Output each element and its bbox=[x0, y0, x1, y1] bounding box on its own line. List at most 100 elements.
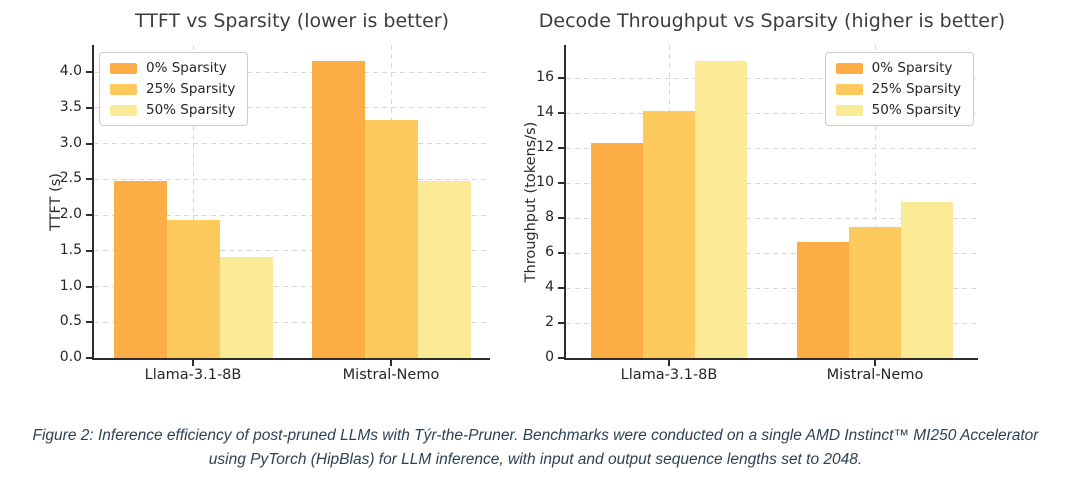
legend-swatch-50-sparsity bbox=[835, 104, 863, 116]
x-tick-mark bbox=[668, 360, 670, 366]
legend-item: 50% Sparsity bbox=[110, 102, 235, 118]
x-tick-mark bbox=[192, 360, 194, 366]
y-tick-mark bbox=[558, 182, 564, 185]
legend-item: 0% Sparsity bbox=[835, 60, 961, 76]
y-tick-label: 10 bbox=[536, 174, 554, 191]
legend-label: 25% Sparsity bbox=[146, 81, 236, 97]
ttft-chart: 0.0 0.5 1.0 1.5 2.0 2.5 3.0 3.5 4.0 Llama-3.1-8B M… bbox=[48, 10, 490, 383]
x-tick-label-llama-3-1-8b: Llama-3.1-8B bbox=[144, 367, 242, 383]
y-tick-mark bbox=[86, 357, 92, 359]
legend-swatch-25-sparsity bbox=[835, 83, 863, 95]
y-axis-label: Throughput (tokens/s) bbox=[523, 121, 539, 282]
bar-50-sparsity-llama-3-1-8b bbox=[695, 60, 747, 358]
bar-50-sparsity-llama-3-1-8b bbox=[219, 256, 273, 358]
x-tick-label-llama-3-1-8b: Llama-3.1-8B bbox=[620, 367, 718, 383]
y-tick-label: 12 bbox=[536, 139, 554, 156]
gridline-horizontal bbox=[94, 214, 490, 216]
y-tick-label: 2 bbox=[545, 314, 554, 331]
bar-50-sparsity-mistral-nemo bbox=[417, 180, 471, 358]
bar-25-sparsity-llama-3-1-8b bbox=[643, 111, 695, 358]
x-axis-spine bbox=[564, 358, 978, 360]
legend-item: 25% Sparsity bbox=[110, 81, 235, 97]
bar-25-sparsity-llama-3-1-8b bbox=[166, 220, 220, 358]
gridline-horizontal bbox=[94, 71, 490, 73]
legend-label: 50% Sparsity bbox=[871, 102, 961, 118]
gridline-horizontal bbox=[94, 178, 490, 180]
y-tick-label: 2.0 bbox=[59, 206, 82, 223]
legend-item: 50% Sparsity bbox=[835, 102, 961, 118]
gridline-horizontal bbox=[94, 143, 490, 145]
gridline-vertical bbox=[874, 45, 876, 358]
legend-item: 0% Sparsity bbox=[110, 60, 235, 76]
legend-label: 0% Sparsity bbox=[871, 60, 953, 76]
legend-item: 25% Sparsity bbox=[835, 81, 961, 97]
figure-caption-line-1: Figure 2: Inference efficiency of post-p… bbox=[32, 427, 1039, 444]
y-tick-mark bbox=[558, 252, 564, 255]
legend-label: 0% Sparsity bbox=[146, 60, 227, 76]
bar-25-sparsity-mistral-nemo bbox=[364, 120, 418, 358]
y-tick-mark bbox=[86, 71, 92, 74]
bar-50-sparsity-mistral-nemo bbox=[901, 202, 953, 358]
legend: 0% Sparsity 25% Sparsity 50% Sparsity bbox=[99, 52, 249, 126]
gridline-horizontal bbox=[94, 250, 490, 252]
chart-title: Decode Throughput vs Sparsity (higher is… bbox=[538, 10, 1006, 32]
y-tick-label: 14 bbox=[536, 104, 554, 121]
chart-title: TTFT vs Sparsity (lower is better) bbox=[135, 10, 449, 32]
y-tick-mark bbox=[86, 106, 92, 109]
y-tick-mark bbox=[558, 112, 564, 115]
y-tick-mark bbox=[86, 285, 92, 288]
figure-caption: Figure 2: Inference efficiency of post-p… bbox=[0, 424, 1071, 472]
y-tick-mark bbox=[558, 287, 564, 290]
x-tick-label-mistral-nemo: Mistral-Nemo bbox=[826, 367, 924, 383]
legend-swatch-25-sparsity bbox=[110, 83, 137, 95]
y-axis-spine bbox=[92, 45, 94, 360]
y-tick-label: 1.5 bbox=[59, 241, 82, 258]
gridline-horizontal bbox=[566, 77, 978, 79]
y-tick-label: 2.5 bbox=[59, 170, 82, 187]
y-tick-label: 4 bbox=[545, 279, 554, 296]
gridline-horizontal bbox=[566, 147, 978, 149]
x-axis-spine bbox=[92, 358, 490, 360]
y-tick-label: 16 bbox=[536, 69, 554, 86]
y-tick-label: 0.0 bbox=[59, 349, 82, 365]
x-tick-mark bbox=[390, 360, 392, 366]
legend-swatch-0-sparsity bbox=[835, 62, 863, 74]
legend: 0% Sparsity 25% Sparsity 50% Sparsity bbox=[824, 52, 974, 126]
y-tick-mark bbox=[558, 217, 564, 220]
gridline-horizontal bbox=[94, 286, 490, 288]
y-tick-label: 4.0 bbox=[59, 63, 82, 80]
gridline-horizontal bbox=[566, 287, 978, 289]
y-tick-label: 8 bbox=[545, 209, 554, 226]
gridline-horizontal bbox=[94, 107, 490, 109]
y-axis-spine bbox=[564, 45, 566, 360]
legend-label: 50% Sparsity bbox=[146, 102, 236, 118]
x-tick-mark bbox=[874, 360, 876, 366]
legend-swatch-50-sparsity bbox=[110, 104, 137, 116]
y-tick-mark bbox=[558, 322, 564, 325]
bar-0-sparsity-llama-3-1-8b bbox=[591, 142, 643, 358]
legend-swatch-0-sparsity bbox=[110, 62, 137, 74]
y-tick-label: 6 bbox=[545, 244, 554, 261]
y-tick-label: 1.0 bbox=[59, 277, 82, 294]
y-tick-label: 3.5 bbox=[59, 98, 82, 115]
gridline-horizontal bbox=[566, 322, 978, 324]
gridline-horizontal bbox=[566, 252, 978, 254]
y-tick-mark bbox=[558, 147, 564, 150]
legend-label: 25% Sparsity bbox=[871, 81, 961, 97]
y-tick-label: 0 bbox=[545, 349, 554, 365]
gridline-vertical bbox=[192, 45, 194, 358]
y-tick-mark bbox=[86, 214, 92, 217]
bar-25-sparsity-mistral-nemo bbox=[849, 226, 901, 358]
gridline-horizontal bbox=[94, 321, 490, 323]
y-tick-mark bbox=[558, 357, 564, 359]
y-tick-label: 0.5 bbox=[59, 313, 82, 330]
bar-0-sparsity-mistral-nemo bbox=[797, 241, 849, 358]
y-tick-mark bbox=[86, 178, 92, 181]
gridline-horizontal bbox=[566, 217, 978, 219]
y-tick-mark bbox=[86, 321, 92, 324]
x-tick-label-mistral-nemo: Mistral-Nemo bbox=[342, 367, 440, 383]
y-tick-mark bbox=[86, 142, 92, 145]
figure-caption-line-2: using PyTorch (HipBlas) for LLM inferenc… bbox=[208, 451, 863, 468]
y-tick-mark bbox=[86, 249, 92, 252]
